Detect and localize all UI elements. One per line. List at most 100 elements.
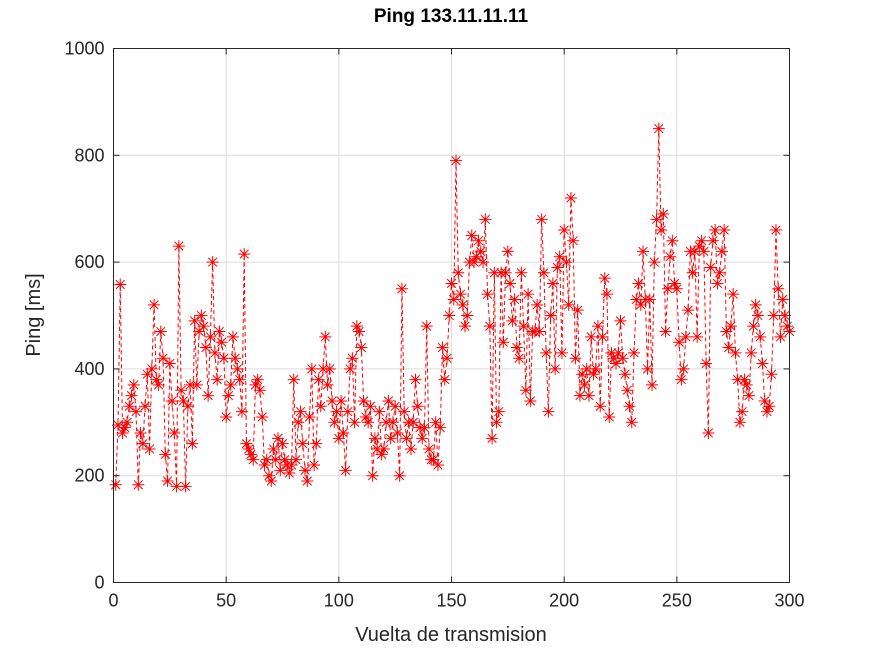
y-tick-label: 200	[74, 466, 104, 486]
data-point	[308, 459, 321, 472]
data-point	[339, 464, 352, 477]
data-point	[544, 309, 557, 322]
data-point	[648, 256, 661, 269]
data-point	[688, 245, 701, 258]
data-point	[781, 320, 794, 333]
data-point	[724, 320, 737, 333]
data-point	[549, 362, 562, 375]
data-point	[391, 426, 404, 439]
data-point	[116, 426, 129, 439]
data-point	[594, 400, 607, 413]
data-point	[310, 437, 323, 450]
y-tick-label: 1000	[64, 39, 104, 59]
data-point	[398, 405, 411, 418]
data-point	[720, 325, 733, 338]
data-point	[359, 410, 372, 423]
data-point	[312, 373, 325, 386]
data-point	[492, 405, 505, 418]
data-point	[170, 480, 183, 493]
data-point	[211, 373, 224, 386]
data-point	[416, 432, 429, 445]
data-point	[208, 346, 221, 359]
data-point	[742, 389, 755, 402]
data-point	[269, 453, 282, 466]
y-axis-label: Ping [ms]	[23, 273, 45, 356]
data-point	[664, 250, 677, 263]
x-tick-label: 300	[774, 591, 804, 611]
data-point	[580, 362, 593, 375]
data-point	[265, 475, 278, 488]
data-point	[175, 384, 188, 397]
data-point	[134, 426, 147, 439]
data-point	[772, 282, 785, 295]
data-point	[260, 453, 273, 466]
data-point	[357, 394, 370, 407]
data-point	[112, 418, 125, 431]
data-point	[305, 362, 318, 375]
data-point	[695, 234, 708, 247]
y-tick-label: 600	[74, 252, 104, 272]
x-tick-label: 150	[436, 591, 466, 611]
data-point	[585, 330, 598, 343]
data-point	[564, 192, 577, 205]
data-point	[612, 346, 625, 359]
axis-ticks: 0 50 100 150 200 250 300 0 200 400 600 800 1000	[64, 39, 804, 611]
data-point	[267, 443, 280, 455]
data-point	[143, 443, 156, 455]
data-point	[697, 245, 710, 258]
data-point	[700, 357, 713, 370]
data-point	[411, 400, 424, 413]
data-point	[727, 288, 740, 301]
data-point	[132, 478, 145, 491]
data-point	[736, 405, 749, 418]
data-point	[202, 389, 215, 402]
data-point	[166, 394, 179, 407]
data-point	[125, 389, 138, 402]
data-point	[274, 464, 287, 477]
data-point	[600, 288, 613, 301]
data-point	[510, 341, 523, 354]
data-point	[346, 352, 359, 365]
data-point	[634, 298, 647, 311]
data-point	[242, 443, 255, 455]
data-point	[344, 362, 357, 375]
data-point	[429, 416, 442, 429]
data-point	[253, 384, 266, 397]
data-point	[609, 357, 622, 370]
data-point	[733, 416, 746, 429]
data-point	[427, 453, 440, 466]
data-point	[614, 314, 627, 327]
data-point	[145, 362, 158, 375]
data-point	[650, 213, 663, 226]
data-point	[661, 282, 674, 295]
data-point	[551, 261, 564, 274]
data-point	[465, 229, 478, 242]
data-point	[704, 261, 717, 274]
data-point	[524, 394, 537, 407]
data-point	[598, 272, 611, 285]
x-tick-label: 250	[662, 591, 692, 611]
data-point	[454, 288, 467, 301]
data-point	[447, 293, 460, 306]
data-point	[760, 405, 773, 418]
data-point	[763, 400, 776, 413]
data-point	[679, 330, 692, 343]
data-point	[238, 248, 251, 261]
y-tick-label: 400	[74, 359, 104, 379]
data-point	[127, 378, 140, 391]
data-point	[754, 330, 767, 343]
data-point	[249, 378, 262, 391]
data-point	[389, 400, 402, 413]
data-point	[353, 325, 366, 338]
data-point	[400, 432, 413, 445]
data-point	[271, 432, 284, 445]
data-point	[294, 405, 307, 418]
data-point	[247, 453, 260, 466]
data-point	[461, 309, 474, 322]
data-point	[677, 362, 690, 375]
data-point	[713, 266, 726, 279]
data-point	[607, 352, 620, 365]
data-point	[431, 459, 444, 472]
data-point	[123, 400, 136, 413]
data-point	[686, 266, 699, 279]
